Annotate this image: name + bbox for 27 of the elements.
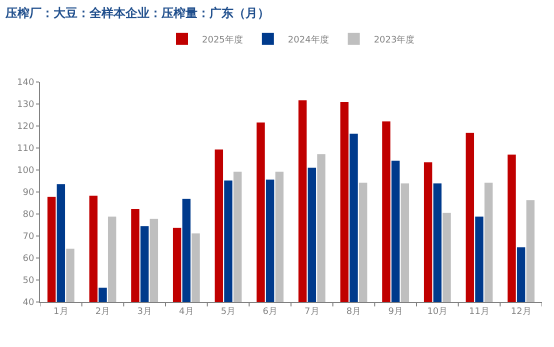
x-tick-label: 8月 xyxy=(346,306,362,317)
x-tick-label: 3月 xyxy=(137,306,152,317)
legend-label: 2023年度 xyxy=(374,34,415,46)
x-tick-label: 6月 xyxy=(262,306,278,317)
y-tick-label: 70 xyxy=(22,232,34,242)
y-tick-label: 120 xyxy=(17,122,34,132)
y-tick-label: 90 xyxy=(22,188,34,198)
y-tick-label: 60 xyxy=(22,254,34,264)
y-tick-label: 110 xyxy=(17,144,34,154)
x-tick-label: 7月 xyxy=(304,306,320,317)
x-tick-label: 2月 xyxy=(95,306,110,317)
y-tick-label: 80 xyxy=(22,210,34,220)
x-tick-label: 11月 xyxy=(469,306,490,317)
legend-label: 2024年度 xyxy=(288,34,329,46)
x-tick-label: 1月 xyxy=(54,306,68,317)
y-tick-label: 50 xyxy=(22,276,34,286)
x-tick-label: 9月 xyxy=(388,306,403,317)
x-tick-label: 4月 xyxy=(179,306,194,317)
y-tick-label: 130 xyxy=(17,100,34,110)
y-tick-label: 40 xyxy=(22,298,34,308)
chart-title: 压榨厂：大豆：全样本企业：压榨量：广东（月） xyxy=(4,6,270,20)
x-tick-label: 10月 xyxy=(427,306,448,317)
x-tick-label: 5月 xyxy=(220,306,236,317)
y-tick-label: 140 xyxy=(17,78,34,88)
legend-label: 2025年度 xyxy=(202,34,243,46)
x-tick-label: 12月 xyxy=(510,306,532,317)
y-tick-label: 100 xyxy=(17,166,34,176)
